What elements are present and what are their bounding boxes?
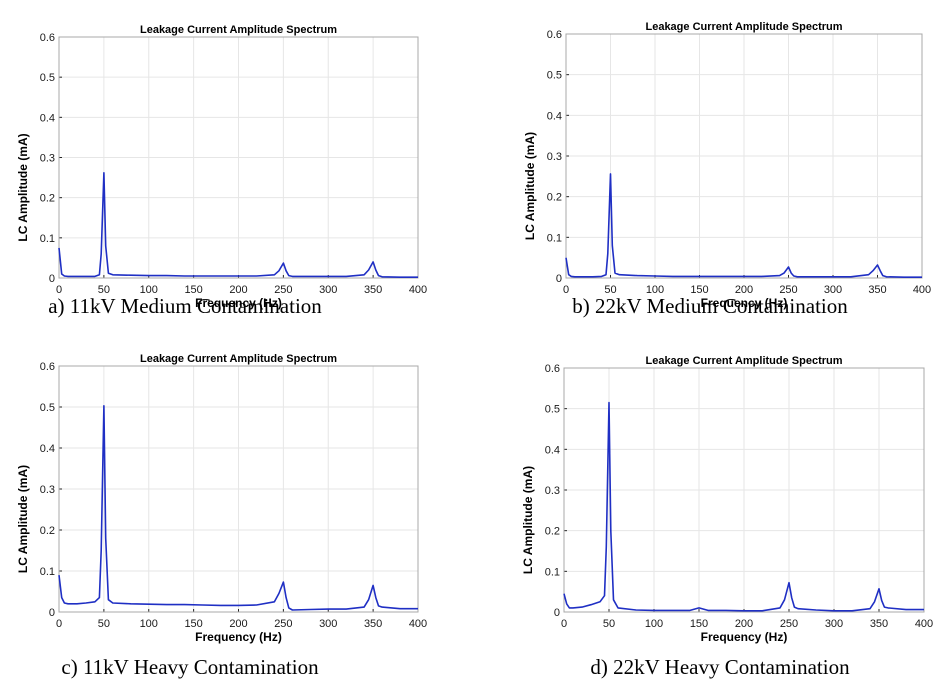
y-tick-label: 0.5	[545, 404, 560, 416]
y-tick-label: 0.3	[545, 485, 560, 497]
y-tick-label: 0.4	[547, 110, 562, 122]
x-tick-label: 50	[98, 618, 110, 630]
x-tick-label: 350	[870, 618, 888, 630]
x-tick-label: 400	[913, 284, 931, 296]
series-line-0	[58, 172, 418, 279]
x-tick-label: 50	[98, 284, 110, 296]
x-axis-label: Frequency (Hz)	[195, 296, 282, 310]
plot-frame	[58, 365, 419, 613]
chart-panel-1: 0 50 100 150 200 250 300 350 400 0 0.1 0.2 0.3 0.4 0.5…	[523, 21, 931, 318]
y-tick-label: 0	[49, 607, 55, 619]
x-axis-label: Frequency (Hz)	[701, 296, 788, 310]
y-axis-label: LC Amplitude (mA)	[16, 465, 30, 573]
x-tick-label: 150	[184, 618, 202, 630]
y-tick-label: 0.1	[547, 232, 562, 244]
x-tick-label: 300	[319, 618, 337, 630]
y-tick-label: 0.3	[40, 153, 55, 165]
x-tick-label: 400	[915, 618, 933, 630]
x-tick-label: 150	[690, 618, 708, 630]
y-tick-label: 0.1	[40, 233, 55, 245]
x-axis-label: Frequency (Hz)	[701, 630, 788, 644]
x-tick-label: 350	[364, 284, 382, 296]
x-tick-label: 300	[824, 284, 842, 296]
y-tick-label: 0.3	[547, 151, 562, 163]
y-tick-label: 0.1	[40, 566, 55, 578]
y-tick-label: 0.2	[40, 193, 55, 205]
chart-title: Leakage Current Amplitude Spectrum	[645, 355, 842, 367]
x-tick-label: 300	[825, 618, 843, 630]
plot-frame	[563, 367, 925, 613]
y-tick-label: 0	[49, 273, 55, 285]
y-tick-label: 0.4	[40, 112, 55, 124]
x-tick-label: 250	[779, 284, 797, 296]
y-tick-label: 0.6	[547, 29, 562, 41]
y-tick-label: 0.2	[545, 526, 560, 538]
x-tick-label: 400	[409, 284, 427, 296]
y-tick-label: 0.6	[40, 361, 55, 373]
x-tick-label: 200	[735, 284, 753, 296]
y-tick-label: 0	[554, 607, 560, 619]
y-tick-label: 0	[556, 273, 562, 285]
x-tick-label: 0	[563, 284, 569, 296]
x-tick-label: 150	[184, 284, 202, 296]
x-tick-label: 50	[604, 284, 616, 296]
y-tick-label: 0.5	[40, 72, 55, 84]
x-tick-label: 0	[56, 618, 62, 630]
x-tick-label: 50	[603, 618, 615, 630]
chart-panel-2: 0 50 100 150 200 250 300 350 400 0 0.1 0.2 0.3 0.4 0.5…	[16, 353, 427, 679]
y-tick-label: 0.4	[40, 443, 55, 455]
y-axis-label: LC Amplitude (mA)	[521, 466, 535, 574]
panel-caption: d) 22kV Heavy Contamination	[590, 655, 850, 679]
series-line-0	[565, 173, 922, 279]
x-tick-label: 150	[690, 284, 708, 296]
y-tick-label: 0.4	[545, 444, 560, 456]
x-tick-label: 100	[645, 618, 663, 630]
y-tick-label: 0.5	[40, 402, 55, 414]
x-tick-label: 350	[364, 618, 382, 630]
y-tick-label: 0.2	[40, 525, 55, 537]
y-axis-label: LC Amplitude (mA)	[16, 133, 30, 241]
x-axis-label: Frequency (Hz)	[195, 630, 282, 644]
y-tick-label: 0.3	[40, 484, 55, 496]
x-tick-label: 200	[229, 284, 247, 296]
plot-frame	[565, 33, 923, 279]
panel-caption: c) 11kV Heavy Contamination	[61, 655, 319, 679]
x-tick-label: 0	[56, 284, 62, 296]
x-tick-label: 100	[646, 284, 664, 296]
x-tick-label: 250	[780, 618, 798, 630]
panel-caption: b) 22kV Medium Contamination	[572, 294, 848, 318]
x-tick-label: 200	[229, 618, 247, 630]
y-tick-label: 0.1	[545, 566, 560, 578]
y-axis-label: LC Amplitude (mA)	[523, 132, 537, 240]
chart-panel-3: 0 50 100 150 200 250 300 350 400 0 0.1 0.2 0.3 0.4 0.5…	[521, 355, 933, 679]
x-tick-label: 0	[561, 618, 567, 630]
chart-title: Leakage Current Amplitude Spectrum	[140, 353, 337, 365]
x-tick-label: 200	[735, 618, 753, 630]
plot-frame	[58, 36, 419, 279]
x-tick-label: 100	[140, 284, 158, 296]
y-tick-label: 0.2	[547, 192, 562, 204]
x-tick-label: 250	[274, 284, 292, 296]
series-line-0	[563, 401, 924, 612]
series-line-0	[58, 404, 418, 611]
x-tick-label: 400	[409, 618, 427, 630]
y-tick-label: 0.6	[545, 363, 560, 375]
x-tick-label: 100	[140, 618, 158, 630]
chart-panel-0: 0 50 100 150 200 250 300 350 400 0 0.1 0.2 0.3 0.4 0.5…	[16, 24, 427, 318]
y-tick-label: 0.6	[40, 32, 55, 44]
x-tick-label: 300	[319, 284, 337, 296]
x-tick-label: 250	[274, 618, 292, 630]
chart-title: Leakage Current Amplitude Spectrum	[140, 24, 337, 36]
x-tick-label: 350	[868, 284, 886, 296]
y-tick-label: 0.5	[547, 70, 562, 82]
chart-title: Leakage Current Amplitude Spectrum	[645, 21, 842, 33]
panel-caption: a) 11kV Medium Contamination	[48, 294, 322, 318]
